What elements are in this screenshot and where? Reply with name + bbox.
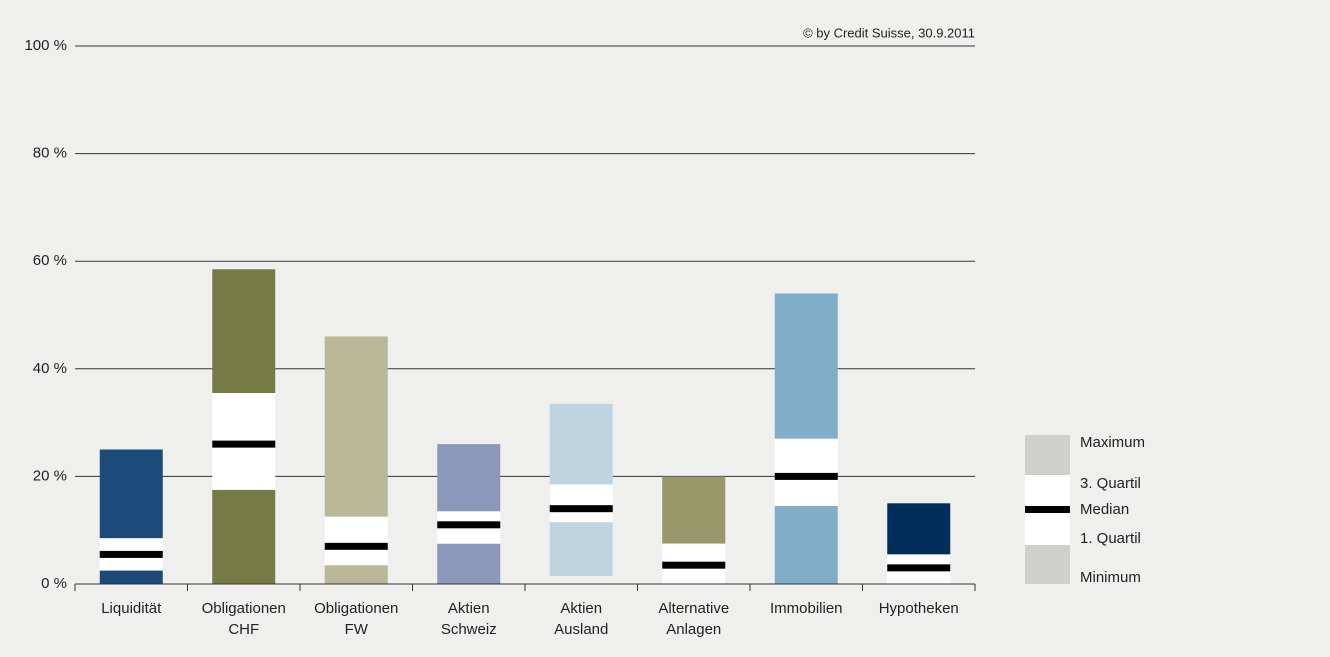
y-tick-label: 0 %	[41, 575, 67, 592]
median	[324, 542, 388, 550]
y-tick-label: 60 %	[33, 252, 67, 269]
box	[774, 438, 838, 506]
x-tick-label: Obligationen	[202, 600, 286, 617]
whisker-upper	[212, 269, 276, 394]
legend-label: 1. Quartil	[1080, 530, 1141, 547]
y-tick-label: 20 %	[33, 467, 67, 484]
x-tick-label: CHF	[228, 621, 259, 638]
whisker-upper	[662, 476, 726, 544]
whisker-upper	[99, 449, 163, 539]
y-tick-label: 40 %	[33, 360, 67, 377]
x-tick-label: FW	[345, 621, 369, 638]
legend-swatch	[1025, 545, 1070, 584]
whisker-lower	[324, 565, 388, 584]
median	[549, 505, 613, 513]
x-tick-label: Aktien	[448, 600, 490, 617]
legend-label: Minimum	[1080, 569, 1141, 586]
x-tick-label: Hypotheken	[879, 600, 959, 617]
x-tick-label: Ausland	[554, 621, 608, 638]
whisker-lower	[774, 505, 838, 584]
whisker-upper	[324, 336, 388, 517]
legend-swatch	[1025, 435, 1070, 475]
box	[324, 516, 388, 566]
x-tick-label: Alternative	[658, 600, 729, 617]
x-tick-label: Liquidität	[101, 600, 162, 617]
whisker-lower	[212, 489, 276, 584]
y-tick-label: 100 %	[24, 37, 67, 54]
median	[887, 564, 951, 572]
whisker-upper	[437, 444, 501, 512]
legend-label: 3. Quartil	[1080, 475, 1141, 492]
x-tick-label: Obligationen	[314, 600, 398, 617]
x-tick-label: Aktien	[560, 600, 602, 617]
x-tick-label: Immobilien	[770, 600, 843, 617]
median	[437, 521, 501, 529]
median	[774, 472, 838, 480]
whisker-upper	[887, 503, 951, 555]
whisker-lower	[549, 522, 613, 576]
whisker-upper	[774, 293, 838, 439]
median	[212, 440, 276, 448]
whisker-lower	[99, 570, 163, 584]
x-tick-label: Anlagen	[666, 621, 721, 638]
legend-label: Median	[1080, 501, 1129, 518]
source-note: © by Credit Suisse, 30.9.2011	[803, 25, 975, 40]
legend-swatch	[1025, 506, 1070, 513]
y-tick-label: 80 %	[33, 145, 67, 162]
box	[549, 484, 613, 523]
whisker-upper	[549, 403, 613, 485]
whisker-lower	[437, 543, 501, 584]
x-tick-label: Schweiz	[441, 621, 497, 638]
median	[99, 550, 163, 558]
median	[662, 561, 726, 569]
legend-label: Maximum	[1080, 434, 1145, 451]
